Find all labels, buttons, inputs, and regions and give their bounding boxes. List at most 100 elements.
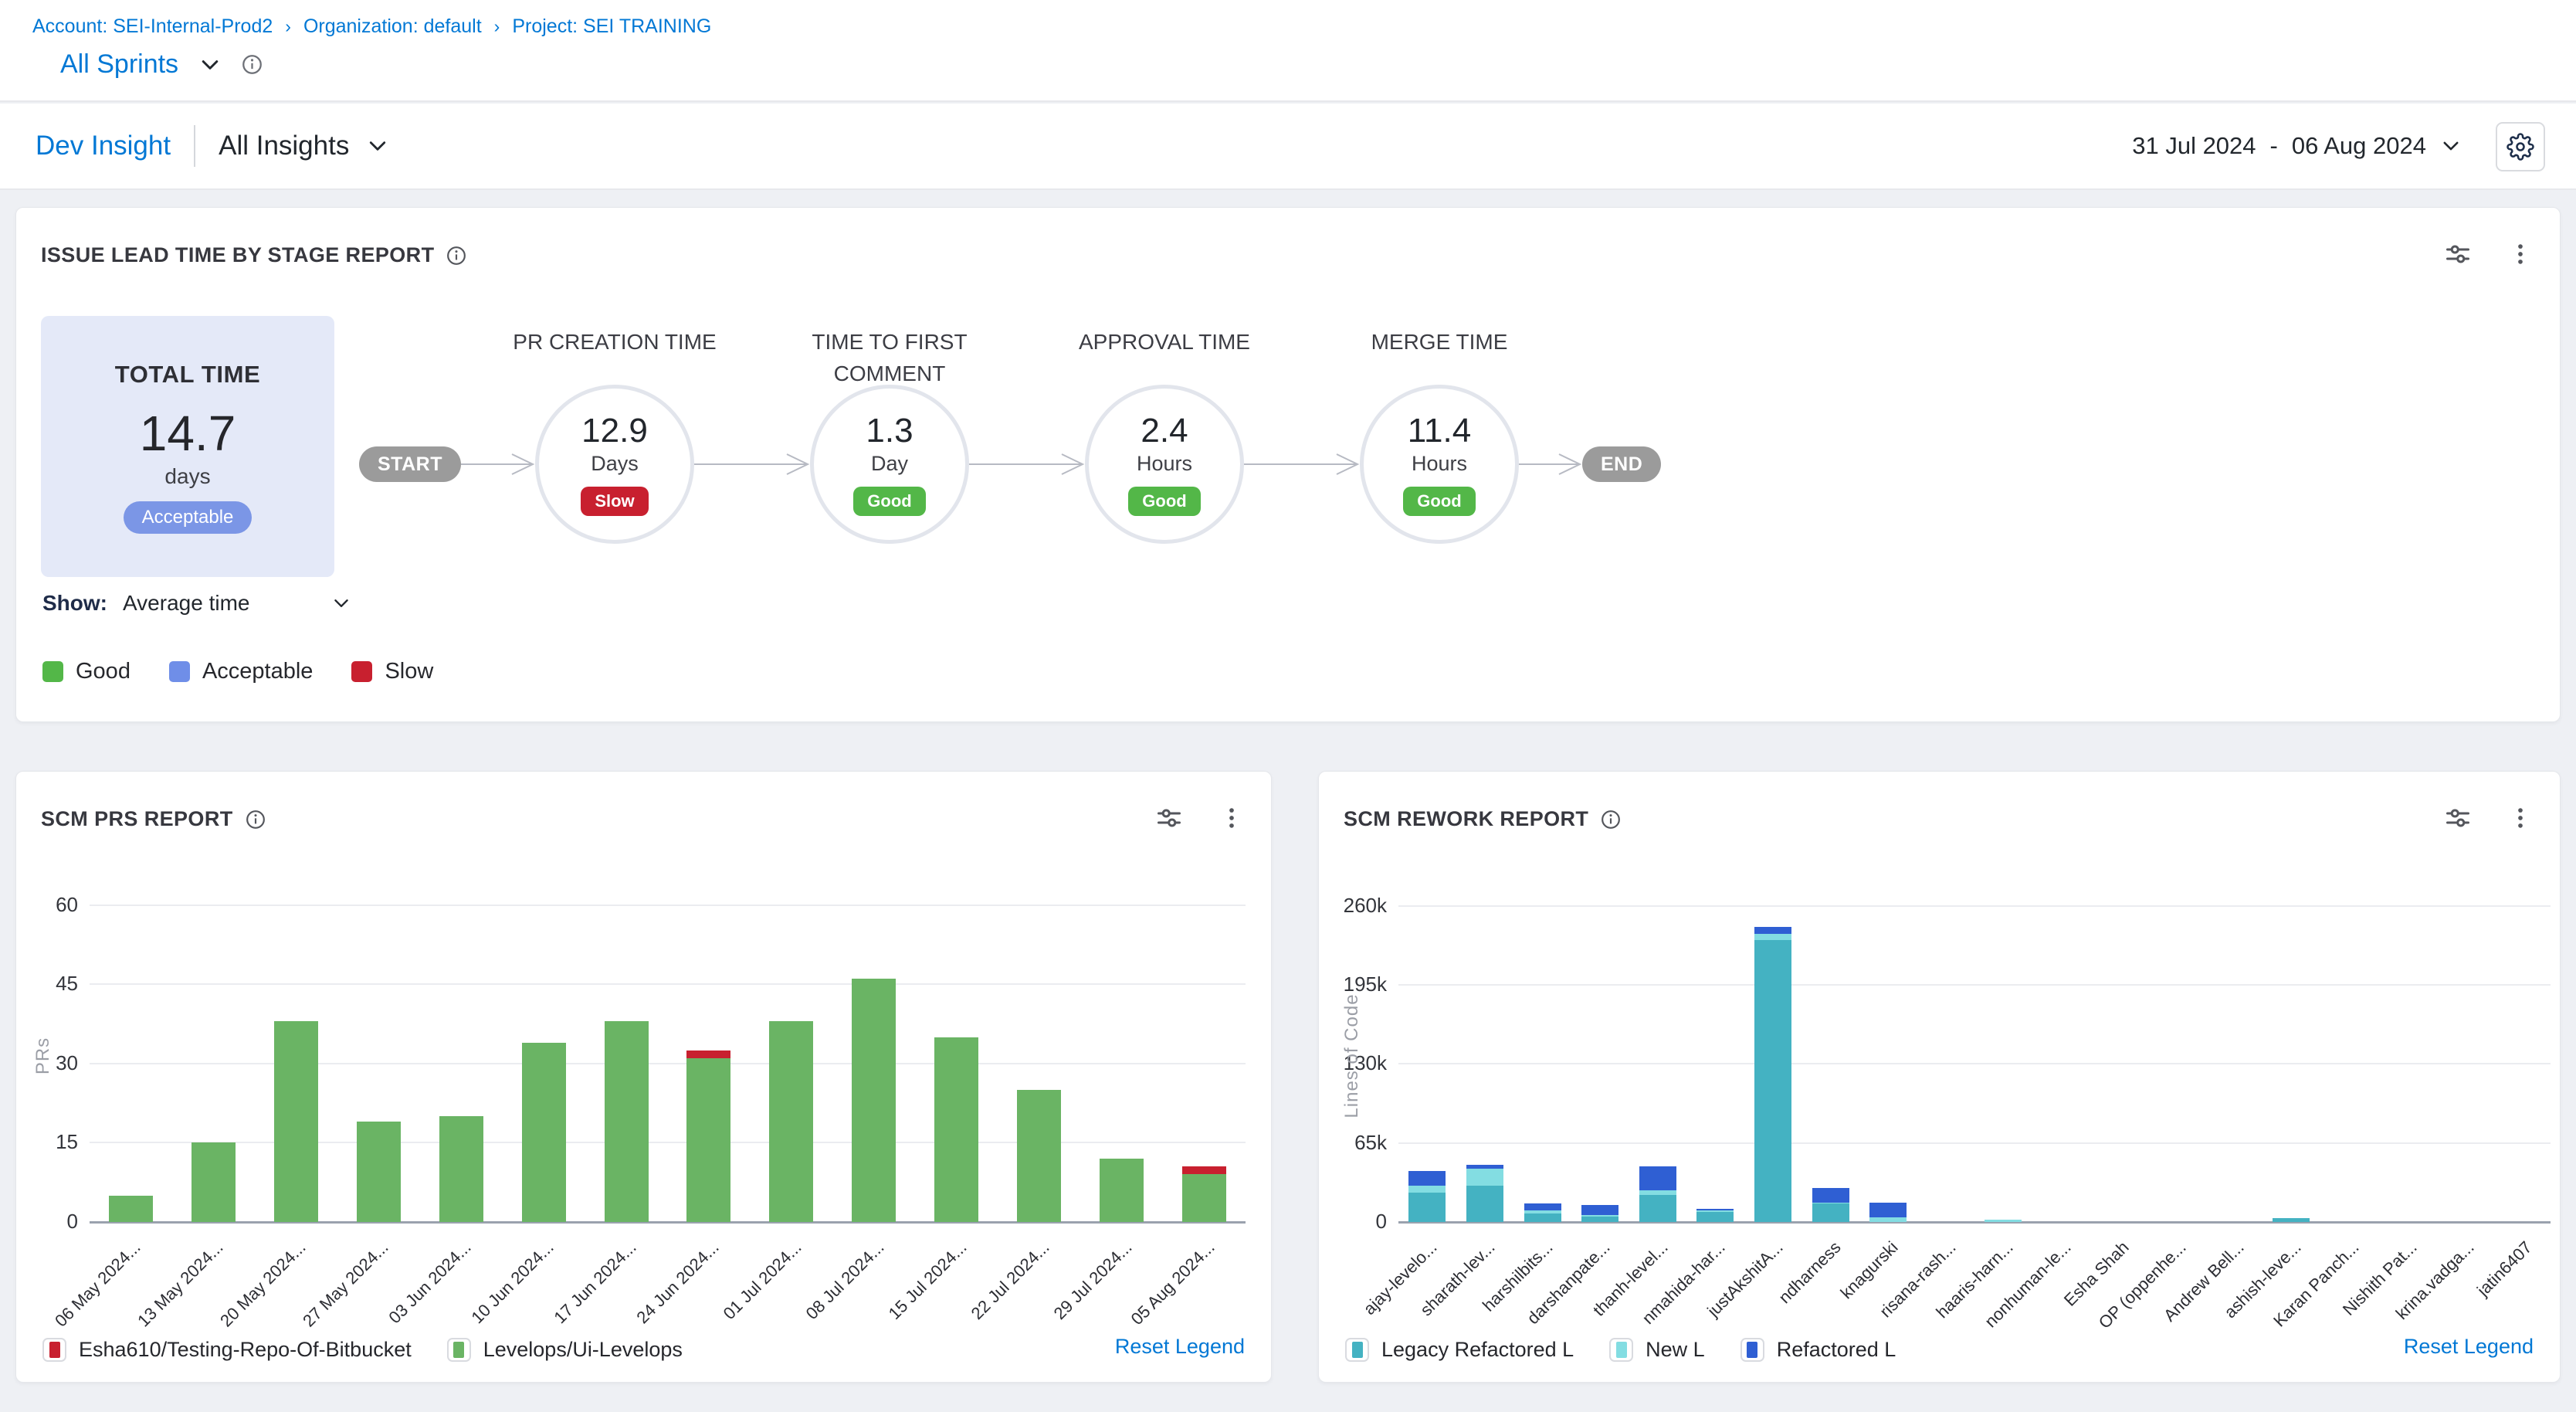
bar-segment[interactable] bbox=[1869, 1217, 1907, 1222]
stage-circle[interactable]: 12.9DaysSlow bbox=[535, 385, 694, 544]
legend-item[interactable]: Legacy Refactored L bbox=[1345, 1338, 1574, 1362]
bar-segment[interactable] bbox=[934, 1037, 978, 1222]
bar-segment[interactable] bbox=[1408, 1171, 1446, 1186]
bar-segment[interactable] bbox=[109, 1196, 153, 1222]
insight-collection-dropdown[interactable]: All Insights bbox=[219, 131, 389, 161]
legend-checkbox[interactable] bbox=[1345, 1338, 1369, 1362]
info-icon[interactable] bbox=[242, 54, 263, 75]
bar-segment[interactable] bbox=[1524, 1210, 1561, 1213]
bar-segment[interactable] bbox=[1696, 1209, 1734, 1210]
bar-segment[interactable] bbox=[1581, 1215, 1618, 1217]
breadcrumb: Account: SEI-Internal-Prod2›Organization… bbox=[32, 15, 711, 38]
date-range-end: 06 Aug 2024 bbox=[2292, 132, 2426, 160]
breadcrumb-item[interactable]: Project: SEI TRAINING bbox=[512, 15, 711, 38]
total-time-badge: Acceptable bbox=[124, 501, 253, 534]
legend-label: Refactored L bbox=[1777, 1338, 1896, 1362]
gridline bbox=[90, 905, 1246, 906]
legend-item[interactable]: Refactored L bbox=[1740, 1338, 1896, 1362]
legend-checkbox[interactable] bbox=[1740, 1338, 1764, 1362]
legend-item[interactable]: New L bbox=[1609, 1338, 1705, 1362]
flow-arrow-icon bbox=[1244, 450, 1360, 478]
legend-checkbox[interactable] bbox=[1609, 1338, 1633, 1362]
bar-segment[interactable] bbox=[1408, 1193, 1446, 1222]
rating-legend: GoodAcceptableSlow bbox=[42, 659, 433, 684]
settings-button[interactable] bbox=[2496, 122, 2545, 171]
x-axis-label: nonhuman-le... bbox=[1957, 1237, 2076, 1356]
bar-segment[interactable] bbox=[605, 1021, 649, 1222]
bar-segment[interactable] bbox=[1466, 1186, 1503, 1222]
bar-segment[interactable] bbox=[1017, 1090, 1061, 1222]
show-dropdown-value: Average time bbox=[123, 591, 249, 616]
bar-segment[interactable] bbox=[192, 1142, 236, 1222]
chevron-down-icon bbox=[331, 593, 351, 613]
sei-dashboard: { "breadcrumb": { "separator": "›", "ite… bbox=[0, 0, 2576, 1412]
chevron-down-icon[interactable] bbox=[198, 53, 222, 76]
bar-segment[interactable] bbox=[1696, 1210, 1734, 1212]
stage-rating-badge: Good bbox=[1403, 487, 1475, 516]
lead-time-stage: TIME TO FIRST COMMENT1.3DayGood bbox=[810, 316, 969, 544]
bar-segment[interactable] bbox=[1639, 1166, 1676, 1190]
bar-segment[interactable] bbox=[274, 1021, 318, 1222]
bar-segment[interactable] bbox=[1812, 1203, 1849, 1204]
date-range-picker[interactable]: 31 Jul 2024 - 06 Aug 2024 bbox=[2132, 104, 2462, 188]
stage-circle[interactable]: 1.3DayGood bbox=[810, 385, 969, 544]
sprint-selector-label[interactable]: All Sprints bbox=[60, 49, 178, 80]
stage-circle[interactable]: 2.4HoursGood bbox=[1085, 385, 1244, 544]
bar-segment[interactable] bbox=[686, 1051, 730, 1058]
bar-segment[interactable] bbox=[1524, 1203, 1561, 1210]
bar-segment[interactable] bbox=[2273, 1218, 2310, 1222]
bar-segment[interactable] bbox=[1754, 927, 1791, 934]
legend-label: Slow bbox=[385, 659, 433, 684]
legend-item[interactable]: Esha610/Testing-Repo-Of-Bitbucket bbox=[42, 1338, 412, 1362]
bar-segment[interactable] bbox=[1985, 1220, 2022, 1222]
legend-item[interactable]: Levelops/Ui-Levelops bbox=[447, 1338, 683, 1362]
bar-segment[interactable] bbox=[439, 1116, 483, 1222]
breadcrumb-item[interactable]: Account: SEI-Internal-Prod2 bbox=[32, 15, 273, 38]
legend-swatch bbox=[49, 1342, 60, 1358]
scm-prs-legend: Esha610/Testing-Repo-Of-Bitbucket Levelop… bbox=[42, 1338, 683, 1362]
y-axis-tick: 60 bbox=[0, 893, 78, 917]
bar-segment[interactable] bbox=[1754, 934, 1791, 940]
bar-segment[interactable] bbox=[1466, 1165, 1503, 1169]
bar-segment[interactable] bbox=[852, 979, 896, 1222]
show-dropdown[interactable]: Average time bbox=[123, 591, 351, 616]
bar-segment[interactable] bbox=[1639, 1190, 1676, 1195]
bar-segment[interactable] bbox=[1581, 1205, 1618, 1215]
legend-checkbox[interactable] bbox=[447, 1338, 471, 1362]
panel-actions bbox=[2444, 240, 2534, 268]
bar-segment[interactable] bbox=[1812, 1188, 1849, 1203]
bar-segment[interactable] bbox=[1869, 1203, 1907, 1217]
gridline bbox=[90, 1142, 1246, 1143]
bar-segment[interactable] bbox=[686, 1058, 730, 1222]
insight-name-link[interactable]: Dev Insight bbox=[36, 131, 171, 161]
bar-segment[interactable] bbox=[1100, 1159, 1144, 1222]
breadcrumb-item[interactable]: Organization: default bbox=[303, 15, 482, 38]
bar-segment[interactable] bbox=[522, 1043, 566, 1222]
kebab-menu-icon[interactable] bbox=[2507, 241, 2534, 267]
stage-circle[interactable]: 11.4HoursGood bbox=[1360, 385, 1519, 544]
bar-segment[interactable] bbox=[1524, 1213, 1561, 1222]
reset-legend-link[interactable]: Reset Legend bbox=[1115, 1335, 1245, 1359]
bar-segment[interactable] bbox=[1812, 1203, 1849, 1222]
bar-segment[interactable] bbox=[357, 1122, 401, 1222]
bar-segment[interactable] bbox=[1581, 1217, 1618, 1222]
lead-time-stage: APPROVAL TIME2.4HoursGood bbox=[1085, 316, 1244, 544]
sprint-selector[interactable]: All Sprints bbox=[60, 49, 263, 80]
legend-label: Esha610/Testing-Repo-Of-Bitbucket bbox=[79, 1338, 412, 1362]
bar-segment[interactable] bbox=[1696, 1212, 1734, 1222]
bar-segment[interactable] bbox=[769, 1021, 813, 1222]
bar-segment[interactable] bbox=[1408, 1186, 1446, 1193]
reset-legend-link[interactable]: Reset Legend bbox=[2404, 1335, 2534, 1359]
bar-segment[interactable] bbox=[1182, 1166, 1226, 1174]
legend-label: Acceptable bbox=[202, 659, 314, 684]
bar-segment[interactable] bbox=[1466, 1169, 1503, 1186]
bar-segment[interactable] bbox=[1639, 1195, 1676, 1222]
stage-unit: Hours bbox=[1412, 452, 1467, 476]
divider bbox=[194, 125, 195, 167]
legend-checkbox[interactable] bbox=[42, 1338, 66, 1362]
filter-settings-icon[interactable] bbox=[2444, 240, 2472, 268]
info-icon[interactable] bbox=[446, 246, 466, 266]
legend-item: Acceptable bbox=[169, 659, 314, 684]
bar-segment[interactable] bbox=[1182, 1174, 1226, 1222]
bar-segment[interactable] bbox=[1754, 940, 1791, 1222]
